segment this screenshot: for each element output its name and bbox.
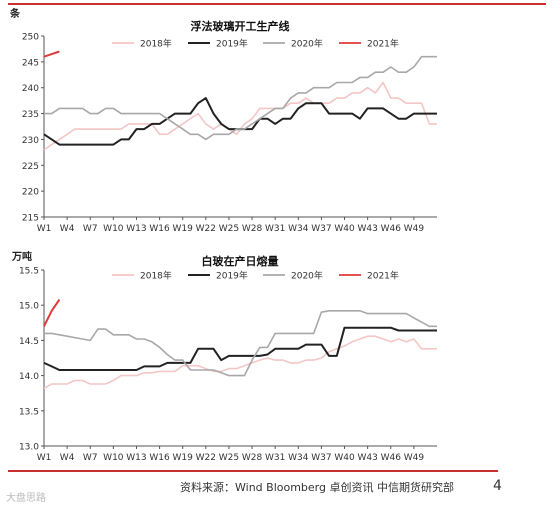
y-tick-label: 245 xyxy=(22,58,39,68)
x-tick-label: W22 xyxy=(196,224,216,234)
y-tick-label: 220 xyxy=(22,188,39,198)
x-tick-label: W40 xyxy=(334,453,355,463)
x-tick-label: W16 xyxy=(149,453,170,463)
legend-label-2020: 2020年 xyxy=(291,38,323,50)
x-tick-label: W49 xyxy=(404,224,425,234)
legend-label-2019: 2019年 xyxy=(216,270,248,282)
legend-label-2021: 2021年 xyxy=(367,270,399,282)
source-note: 资料来源：Wind Bloomberg 卓创资讯 中信期货研究部 xyxy=(180,481,454,494)
y-tick-label: 225 xyxy=(22,162,39,172)
x-tick-label: W22 xyxy=(196,453,216,463)
legend-label-2019: 2019年 xyxy=(216,38,248,50)
y-tick-label: 14.5 xyxy=(19,337,39,347)
legend-label-2018: 2018年 xyxy=(140,38,172,50)
y-tick-label: 235 xyxy=(22,110,39,120)
y-tick-label: 14.0 xyxy=(19,372,39,382)
series-line-2018 xyxy=(43,81,437,151)
x-tick-label: W40 xyxy=(334,224,355,234)
series-line-2021 xyxy=(43,299,61,327)
x-tick-label: W49 xyxy=(404,453,425,463)
series-line-2019 xyxy=(43,97,437,146)
x-tick-label: W1 xyxy=(37,224,52,234)
x-tick-label: W46 xyxy=(381,453,402,463)
x-tick-label: W31 xyxy=(265,453,285,463)
x-tick-label: W34 xyxy=(288,453,309,463)
x-tick-label: W19 xyxy=(173,224,194,234)
x-tick-label: W16 xyxy=(149,224,170,234)
y-tick-label: 230 xyxy=(22,136,39,146)
x-tick-label: W19 xyxy=(173,453,194,463)
bottom-rule xyxy=(8,470,498,472)
y-tick-label: 15.5 xyxy=(19,267,39,277)
x-tick-label: W31 xyxy=(265,224,285,234)
x-tick-label: W4 xyxy=(60,224,75,234)
x-tick-label: W25 xyxy=(219,453,239,463)
x-tick-label: W10 xyxy=(103,224,124,234)
x-tick-label: W7 xyxy=(83,224,98,234)
x-tick-label: W10 xyxy=(103,453,124,463)
x-tick-label: W28 xyxy=(242,453,263,463)
top-rule xyxy=(8,3,546,5)
x-tick-label: W4 xyxy=(60,453,75,463)
x-tick-label: W28 xyxy=(242,224,263,234)
legend-label-2020: 2020年 xyxy=(291,270,323,282)
x-tick-label: W43 xyxy=(357,453,377,463)
watermark-text: 大盘思路 xyxy=(6,493,46,504)
x-tick-label: W13 xyxy=(126,453,146,463)
x-tick-label: W1 xyxy=(37,453,52,463)
x-tick-label: W37 xyxy=(311,224,331,234)
series-line-2019 xyxy=(43,326,437,371)
y-tick-label: 13.0 xyxy=(19,443,39,453)
y-unit-label: 条 xyxy=(9,7,21,20)
x-tick-label: W46 xyxy=(381,224,402,234)
y-tick-label: 15.0 xyxy=(19,302,39,312)
x-tick-label: W37 xyxy=(311,453,331,463)
y-tick-label: 215 xyxy=(22,214,39,224)
series-line-2020 xyxy=(44,55,437,141)
x-tick-label: W13 xyxy=(126,224,146,234)
x-tick-label: W43 xyxy=(357,224,377,234)
series-line-2018 xyxy=(43,335,437,389)
x-tick-label: W7 xyxy=(83,453,98,463)
y-tick-label: 13.5 xyxy=(19,407,39,417)
y-tick-label: 240 xyxy=(22,84,39,94)
y-unit-label: 万吨 xyxy=(11,250,32,263)
chart-title: 浮法玻璃开工生产线 xyxy=(191,19,290,33)
y-tick-label: 250 xyxy=(22,33,39,43)
series-line-2021 xyxy=(43,50,60,58)
series-line-2020 xyxy=(44,309,437,377)
x-tick-label: W25 xyxy=(219,224,239,234)
x-tick-label: W34 xyxy=(288,224,309,234)
chart-title: 白玻在产日熔量 xyxy=(202,254,279,268)
legend-label-2021: 2021年 xyxy=(367,38,399,50)
page-number: 4 xyxy=(493,478,502,494)
legend-label-2018: 2018年 xyxy=(140,270,172,282)
